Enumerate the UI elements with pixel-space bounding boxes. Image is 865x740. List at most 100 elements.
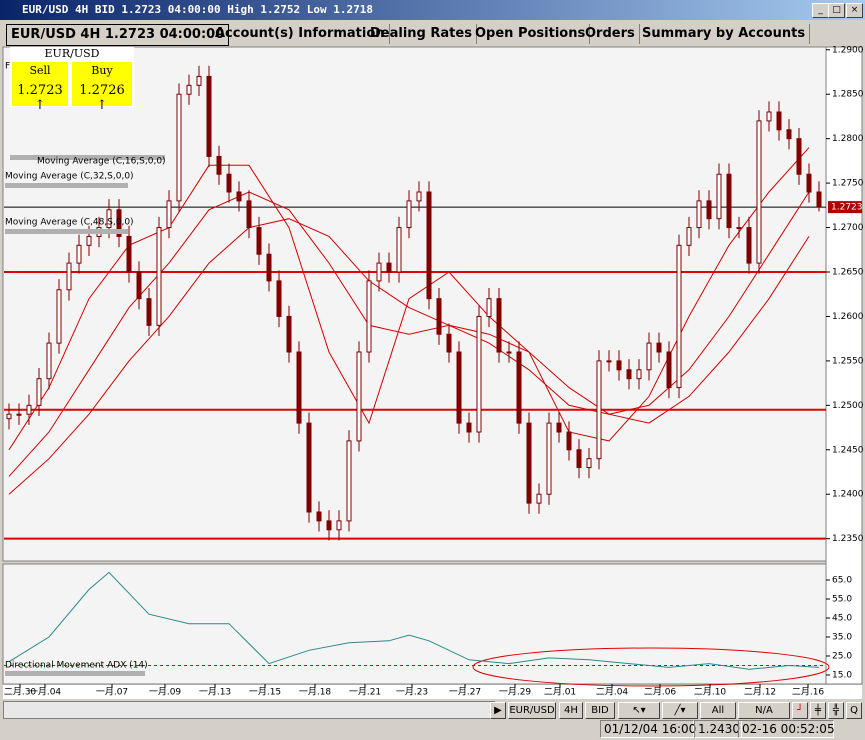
candle-body xyxy=(116,209,122,237)
candle-body xyxy=(736,227,742,230)
candle-body xyxy=(656,342,662,353)
candle-body xyxy=(616,360,622,371)
current-price-box xyxy=(828,201,862,214)
x-tick-label: 一月.18 xyxy=(299,687,332,698)
x-tick-label: 一月.21 xyxy=(349,687,381,698)
tab[interactable]: EUR/USD 4H 1.2723 04:00:00 xyxy=(6,24,230,46)
candle-body xyxy=(526,422,532,504)
title-bar: EUR/USD 4H BID 1.2723 04:00:00 High 1.27… xyxy=(0,0,865,20)
candle-body xyxy=(606,360,612,363)
all-button[interactable]: All xyxy=(700,702,736,719)
x-tick-label: 二月.01 xyxy=(544,687,576,698)
cursor-button[interactable]: ↖▾ xyxy=(618,702,660,719)
status-price: 1.2430 xyxy=(694,720,742,738)
candle-body xyxy=(326,520,332,531)
candle-body xyxy=(686,227,692,246)
sell-button[interactable]: Sell 1.2723 ↑ xyxy=(12,62,68,113)
candle-body xyxy=(556,422,562,433)
symbol-button[interactable]: EUR/USD xyxy=(508,702,556,719)
candle-body xyxy=(176,93,182,202)
candle-body xyxy=(766,111,772,122)
tab[interactable]: Orders xyxy=(581,24,640,44)
candle-body xyxy=(776,111,782,131)
candle-body xyxy=(396,227,402,273)
y-tick-label: 35.0 xyxy=(832,632,852,642)
candle-body xyxy=(126,235,132,273)
status-clock: 02-16 00:52:05 xyxy=(738,720,835,738)
x-tick-label: 一月.27 xyxy=(449,687,481,698)
tool-button[interactable]: ┘ xyxy=(792,702,808,719)
sell-label: Sell xyxy=(29,64,51,77)
candle-body xyxy=(456,351,462,424)
sell-value: 1.2723 xyxy=(17,83,63,98)
candle-body xyxy=(496,298,502,353)
candle-body xyxy=(26,404,32,415)
scroll-right[interactable]: ▶ xyxy=(490,702,506,719)
buy-button[interactable]: Buy 1.2726 ↑ xyxy=(72,62,132,113)
candle-body xyxy=(296,351,302,424)
candle-body xyxy=(716,173,722,220)
candle-body xyxy=(36,378,42,406)
maximize[interactable]: □ xyxy=(828,3,845,18)
ma-label: Moving Average (C,16,S,0,0) xyxy=(37,157,166,167)
y-tick-label: 1.2650 xyxy=(832,268,864,278)
y-tick-label: 55.0 xyxy=(832,594,852,604)
status-time: 01/12/04 16:00 xyxy=(600,720,696,738)
candle-body xyxy=(436,298,442,335)
y-tick-label: 1.2700 xyxy=(832,223,864,233)
draw-button[interactable]: ╱▾ xyxy=(662,702,698,719)
candle-body xyxy=(366,280,372,353)
tool-button[interactable]: ╪ xyxy=(810,702,826,719)
series-line xyxy=(8,218,810,495)
x-tick-label: 二月.30 xyxy=(4,687,37,698)
candle-body xyxy=(306,422,312,513)
label-bar xyxy=(5,229,128,234)
candle-body xyxy=(56,289,62,344)
candle-body xyxy=(106,209,112,229)
minimize[interactable]: _ xyxy=(812,3,829,18)
candle-body xyxy=(696,200,702,229)
candle-body xyxy=(746,227,752,264)
x-tick-label: 二月.06 xyxy=(644,687,677,698)
x-tick-label: 一月.04 xyxy=(29,687,62,698)
candle-body xyxy=(276,280,282,317)
price-button[interactable]: BID xyxy=(585,702,615,719)
x-tick-label: 一月.09 xyxy=(149,687,182,698)
period-button[interactable]: 4H xyxy=(559,702,583,719)
tool-button[interactable]: ╬ xyxy=(828,702,844,719)
zoom-button[interactable]: Q xyxy=(846,702,862,719)
y-tick-label: 1.2350 xyxy=(832,534,864,544)
ma-label: Moving Average (C,32,S,0,0) xyxy=(5,172,134,182)
annotation-ellipse xyxy=(472,647,830,687)
title: EUR/USD 4H BID 1.2723 04:00:00 High 1.27… xyxy=(22,3,373,16)
tab[interactable]: Dealing Rates xyxy=(366,24,477,44)
y-tick-label: 25.0 xyxy=(832,651,852,661)
buy-label: Buy xyxy=(91,64,113,77)
y-tick-label: 15.0 xyxy=(832,670,852,680)
scrollbar[interactable] xyxy=(3,701,495,719)
y-tick-label: 1.2600 xyxy=(832,312,864,322)
label-bar xyxy=(5,671,145,676)
y-tick-label: 65.0 xyxy=(832,576,852,586)
y-tick-label: 1.2550 xyxy=(832,356,864,366)
quote-symbol: EUR/USD xyxy=(44,47,100,60)
y-tick-label: 1.2800 xyxy=(832,134,864,144)
na-button[interactable]: N/A xyxy=(738,702,790,719)
tab[interactable]: Summary by Accounts xyxy=(638,24,811,44)
price-panel xyxy=(2,46,827,562)
candle-body xyxy=(706,200,712,220)
candle-body xyxy=(286,315,292,353)
x-tick-label: 一月.13 xyxy=(199,687,231,698)
tab[interactable]: Account(s) Information xyxy=(211,24,390,44)
candle-body xyxy=(586,458,592,469)
candle-body xyxy=(386,262,392,273)
candle-body xyxy=(756,120,762,264)
close[interactable]: × xyxy=(846,3,863,18)
candle-body xyxy=(256,227,262,255)
x-tick-label: 一月.23 xyxy=(396,687,428,698)
candle-body xyxy=(726,173,732,229)
ma-label: Moving Average (C,48,S,0,0) xyxy=(5,218,134,228)
label-bar xyxy=(10,155,165,160)
tab[interactable]: Open Positions xyxy=(471,24,591,44)
